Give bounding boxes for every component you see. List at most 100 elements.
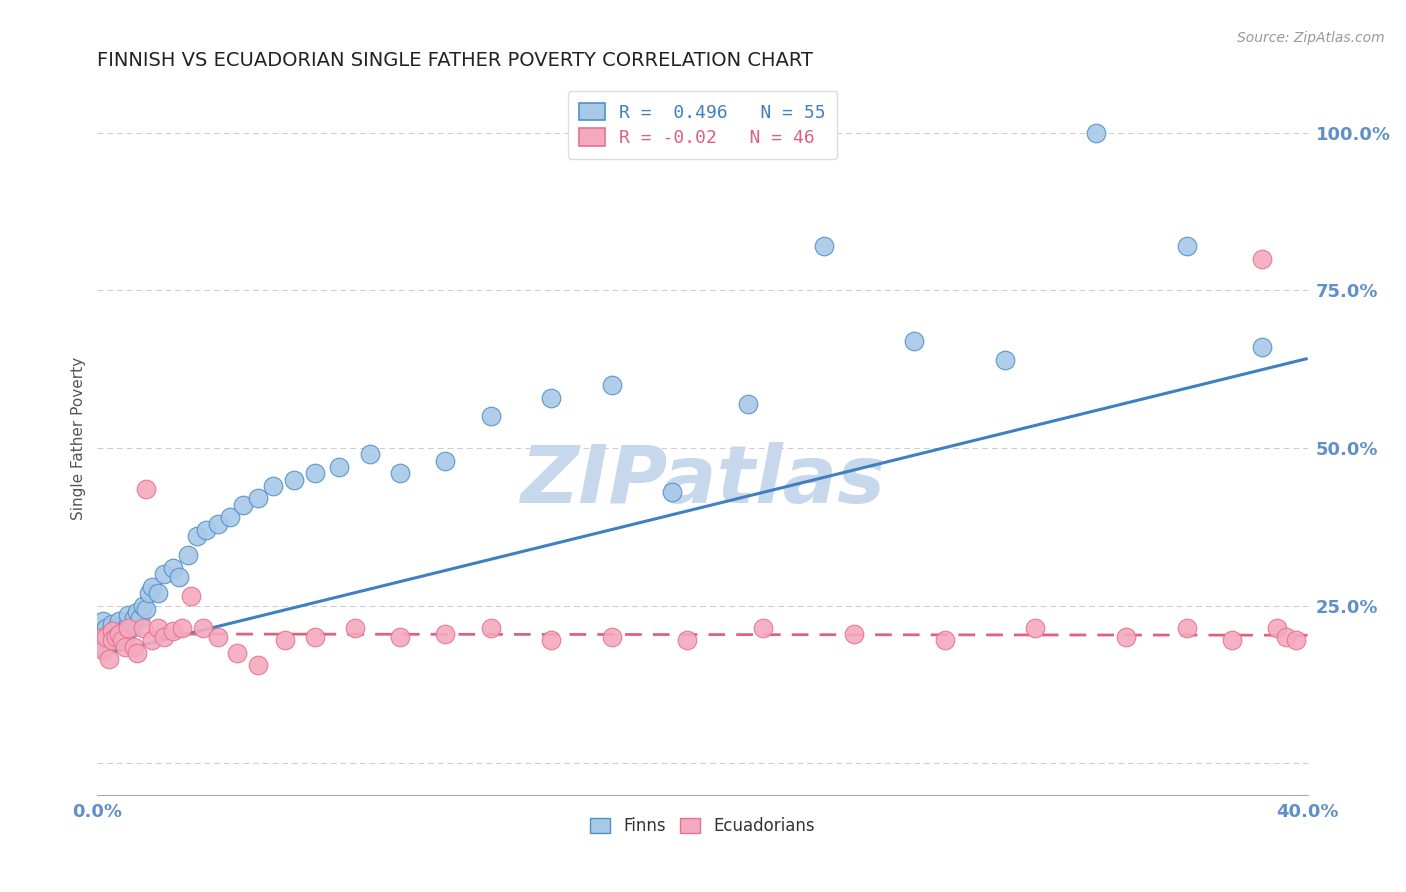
Point	[479, 621, 502, 635]
Point	[98, 627, 121, 641]
Point	[479, 409, 502, 424]
Point	[89, 624, 111, 638]
Point	[107, 627, 129, 641]
Point	[153, 567, 176, 582]
Point	[903, 334, 925, 348]
Point	[219, 510, 242, 524]
Point	[117, 617, 139, 632]
Point	[540, 633, 562, 648]
Point	[101, 630, 124, 644]
Point	[107, 627, 129, 641]
Point	[93, 640, 115, 654]
Point	[1024, 621, 1046, 635]
Point	[96, 630, 118, 644]
Point	[1175, 239, 1198, 253]
Point	[122, 640, 145, 654]
Point	[600, 630, 623, 644]
Point	[132, 599, 155, 613]
Point	[162, 561, 184, 575]
Point	[107, 615, 129, 629]
Point	[114, 640, 136, 654]
Point	[104, 633, 127, 648]
Point	[737, 397, 759, 411]
Point	[120, 621, 142, 635]
Point	[177, 548, 200, 562]
Point	[193, 621, 215, 635]
Point	[274, 633, 297, 648]
Point	[89, 636, 111, 650]
Point	[1115, 630, 1137, 644]
Point	[98, 652, 121, 666]
Point	[93, 615, 115, 629]
Point	[117, 608, 139, 623]
Point	[1251, 340, 1274, 354]
Point	[117, 621, 139, 635]
Point	[93, 642, 115, 657]
Point	[110, 633, 132, 648]
Point	[180, 589, 202, 603]
Point	[232, 498, 254, 512]
Point	[98, 636, 121, 650]
Point	[167, 570, 190, 584]
Legend: Finns, Ecuadorians: Finns, Ecuadorians	[582, 809, 823, 843]
Point	[304, 630, 326, 644]
Point	[104, 630, 127, 644]
Text: ZIPatlas: ZIPatlas	[520, 442, 884, 520]
Point	[540, 391, 562, 405]
Point	[93, 630, 115, 644]
Point	[153, 630, 176, 644]
Point	[135, 601, 157, 615]
Point	[343, 621, 366, 635]
Point	[1284, 633, 1306, 648]
Point	[96, 630, 118, 644]
Point	[207, 630, 229, 644]
Point	[1251, 252, 1274, 266]
Point	[186, 529, 208, 543]
Point	[1084, 126, 1107, 140]
Point	[752, 621, 775, 635]
Point	[434, 627, 457, 641]
Point	[101, 624, 124, 638]
Text: Source: ZipAtlas.com: Source: ZipAtlas.com	[1237, 31, 1385, 45]
Text: FINNISH VS ECUADORIAN SINGLE FATHER POVERTY CORRELATION CHART: FINNISH VS ECUADORIAN SINGLE FATHER POVE…	[97, 51, 813, 70]
Point	[195, 523, 218, 537]
Point	[388, 630, 411, 644]
Point	[132, 621, 155, 635]
Point	[110, 624, 132, 638]
Point	[96, 621, 118, 635]
Point	[359, 447, 381, 461]
Point	[328, 459, 350, 474]
Point	[994, 352, 1017, 367]
Point	[135, 482, 157, 496]
Point	[262, 479, 284, 493]
Point	[141, 580, 163, 594]
Point	[434, 453, 457, 467]
Point	[141, 633, 163, 648]
Point	[125, 605, 148, 619]
Point	[128, 611, 150, 625]
Point	[1220, 633, 1243, 648]
Point	[104, 621, 127, 635]
Point	[170, 621, 193, 635]
Point	[162, 624, 184, 638]
Point	[388, 466, 411, 480]
Point	[1267, 621, 1289, 635]
Point	[600, 378, 623, 392]
Point	[125, 646, 148, 660]
Point	[138, 586, 160, 600]
Point	[1175, 621, 1198, 635]
Point	[146, 621, 169, 635]
Point	[1275, 630, 1298, 644]
Y-axis label: Single Father Poverty: Single Father Poverty	[72, 357, 86, 520]
Point	[661, 485, 683, 500]
Point	[146, 586, 169, 600]
Point	[246, 491, 269, 506]
Point	[101, 633, 124, 648]
Point	[842, 627, 865, 641]
Point	[114, 630, 136, 644]
Point	[101, 617, 124, 632]
Point	[283, 473, 305, 487]
Point	[225, 646, 247, 660]
Point	[934, 633, 956, 648]
Point	[304, 466, 326, 480]
